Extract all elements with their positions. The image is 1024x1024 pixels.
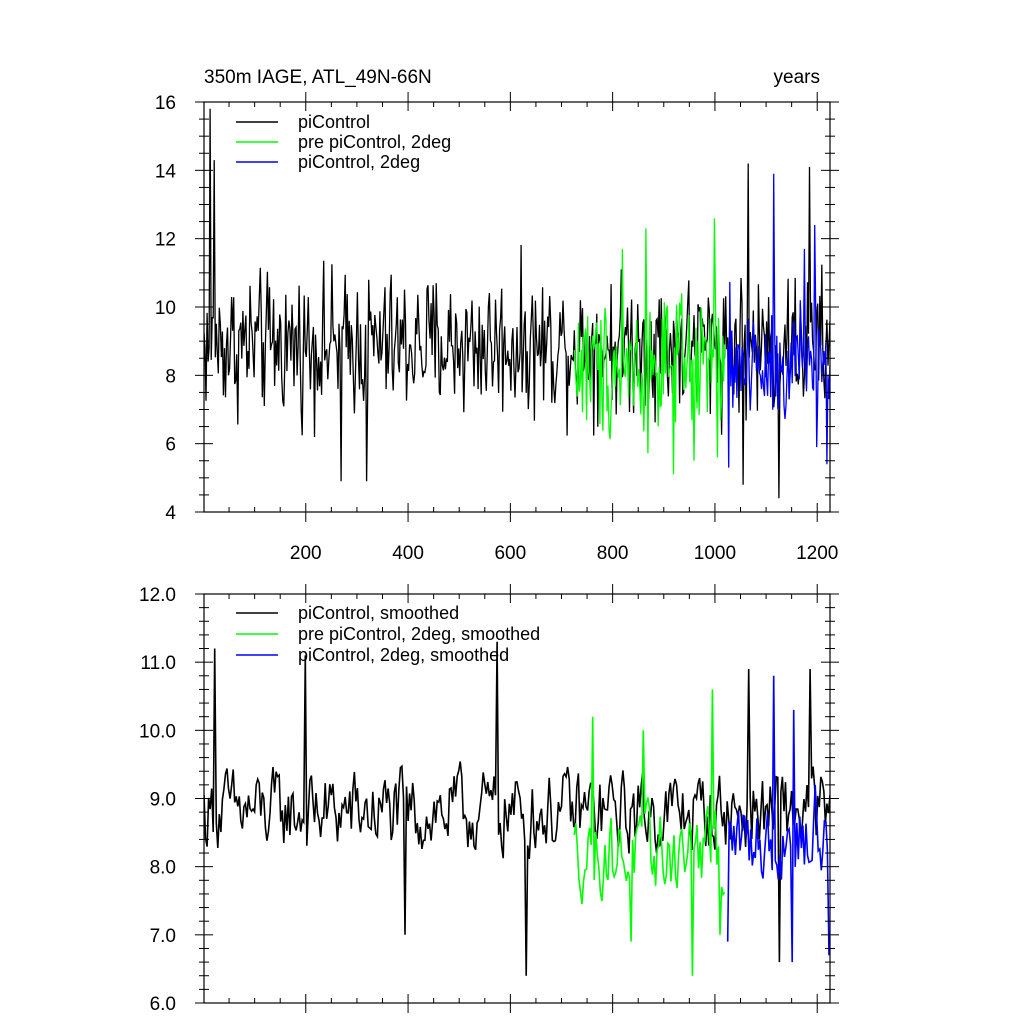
x-tick-label: 200 [290, 543, 322, 564]
y-tick-label: 8.0 [150, 858, 176, 879]
x-tick-label: 800 [597, 543, 629, 564]
legend-label: pre piControl, 2deg [298, 132, 451, 152]
top-chart-units: years [774, 67, 820, 88]
y-tick-label: 12.0 [139, 585, 176, 606]
series-line-0 [204, 108, 830, 499]
series-line-0 [204, 641, 830, 976]
legend-label: piControl [298, 112, 370, 132]
series-line-2 [727, 173, 830, 468]
x-tick-label: 600 [494, 543, 526, 564]
x-tick-label: 1200 [796, 543, 838, 564]
legend-label: piControl, smoothed [298, 603, 459, 623]
top-chart-title: 350m IAGE, ATL_49N-66N [204, 67, 432, 88]
series-line-2 [726, 675, 830, 963]
legend-label: piControl, 2deg [298, 152, 420, 172]
y-tick-label: 9.0 [150, 790, 176, 811]
top-panel: 200 400 600 800 1000 1200 4 6 8 10 12 14 16 piControl… [155, 92, 839, 564]
y-tick-label: 8 [165, 366, 176, 387]
y-tick-label: 14 [155, 161, 177, 182]
series-line-1 [573, 689, 726, 976]
legend-label: pre piControl, 2deg, smoothed [298, 624, 540, 644]
y-tick-label: 12 [155, 230, 176, 251]
series-line-1 [573, 218, 726, 475]
x-tick-label: 400 [392, 543, 424, 564]
y-tick-label: 16 [155, 93, 176, 114]
y-tick-label: 10.0 [139, 721, 176, 742]
x-tick-label: 1000 [694, 543, 736, 564]
y-tick-label: 6.0 [150, 994, 176, 1015]
y-tick-label: 7.0 [150, 926, 176, 947]
legend-label: piControl, 2deg, smoothed [298, 645, 509, 665]
y-tick-label: 6 [165, 435, 176, 456]
y-tick-label: 11.0 [140, 653, 176, 674]
bottom-panel: 6.0 7.0 8.0 9.0 10.0 11.0 12.0 piControl, smoot… [139, 584, 839, 1015]
y-tick-label: 10 [155, 298, 176, 319]
y-tick-label: 4 [165, 503, 176, 524]
